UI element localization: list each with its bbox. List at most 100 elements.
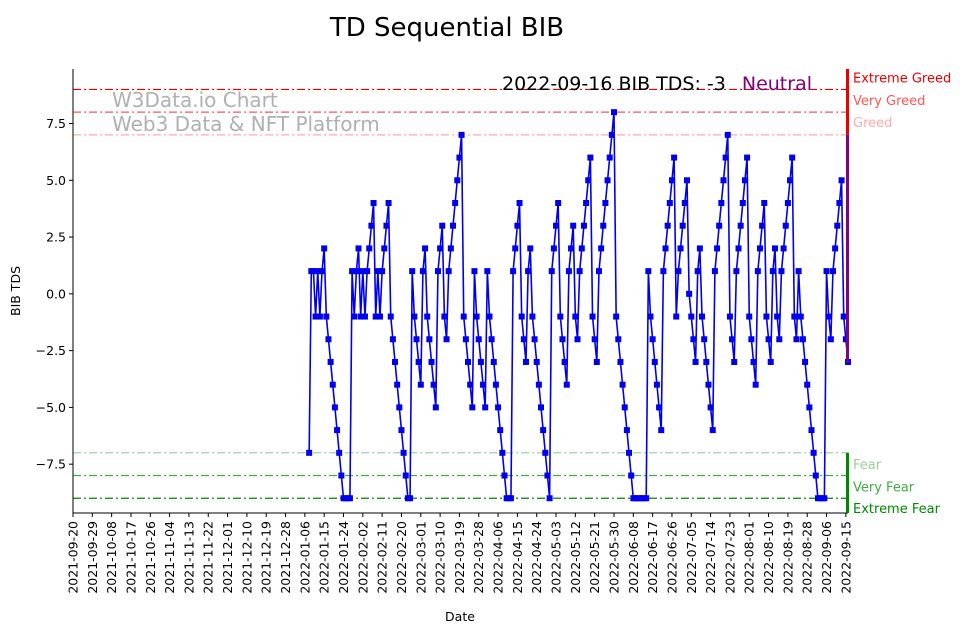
data-point [353, 268, 360, 275]
data-point [469, 404, 476, 411]
data-point [645, 268, 652, 275]
data-point [772, 245, 779, 252]
data-point [617, 358, 624, 365]
data-point [419, 268, 426, 275]
data-point [782, 222, 789, 229]
data-point [776, 336, 783, 343]
data-point [668, 177, 675, 184]
x-tick-label: 2021-12-19 [259, 521, 274, 594]
x-tick-label: 2022-02-02 [355, 521, 370, 594]
data-point [840, 313, 847, 320]
x-tick-label: 2022-05-03 [549, 521, 564, 594]
data-point [535, 381, 542, 388]
data-point [430, 381, 437, 388]
x-axis-label: Date [445, 609, 475, 624]
data-point [415, 358, 422, 365]
data-point [321, 245, 328, 252]
data-point [739, 199, 746, 206]
x-tick-label: 2022-08-28 [800, 521, 815, 594]
x-tick-label: 2022-05-30 [606, 521, 621, 594]
data-point [583, 199, 590, 206]
x-tick-label: 2022-04-15 [510, 521, 525, 594]
data-point [765, 336, 772, 343]
data-point [714, 245, 721, 252]
watermark-line-2: Web3 Data & NFT Platform [112, 112, 380, 136]
data-point [338, 472, 345, 479]
x-tick-label: 2022-06-08 [626, 521, 641, 594]
data-point [516, 199, 523, 206]
data-point [763, 313, 770, 320]
x-tick-label: 2022-07-14 [703, 521, 718, 594]
x-tick-label: 2022-03-19 [452, 521, 467, 594]
data-point [428, 358, 435, 365]
x-tick-label: 2022-01-06 [297, 521, 312, 594]
data-point [445, 268, 452, 275]
data-point [546, 495, 553, 502]
x-tick-label: 2022-02-20 [394, 521, 409, 594]
data-point [507, 495, 514, 502]
data-point [656, 404, 663, 411]
ref-label-4: Very Fear [853, 481, 915, 496]
data-point [334, 427, 341, 434]
data-point [411, 313, 418, 320]
data-point [658, 427, 665, 434]
data-point [825, 313, 832, 320]
ref-label-2: Greed [853, 116, 892, 131]
data-point [690, 336, 697, 343]
data-point [602, 199, 609, 206]
data-point [767, 358, 774, 365]
data-point [664, 222, 671, 229]
x-tick-label: 2022-05-12 [568, 521, 583, 594]
data-point [568, 245, 575, 252]
data-point [701, 336, 708, 343]
data-point [512, 245, 519, 252]
data-point [486, 313, 493, 320]
x-tick-label: 2022-09-15 [838, 521, 853, 594]
y-tick-label: −5.0 [36, 400, 66, 415]
data-point [426, 336, 433, 343]
data-point [477, 358, 484, 365]
data-point [774, 313, 781, 320]
side-bar-segment-1 [846, 134, 849, 362]
data-point [447, 245, 454, 252]
data-point [456, 154, 463, 161]
data-point [482, 404, 489, 411]
data-point [570, 222, 577, 229]
data-point [402, 472, 409, 479]
data-point [467, 381, 474, 388]
data-point [366, 245, 373, 252]
data-point [484, 268, 491, 275]
data-point [595, 268, 602, 275]
data-point [434, 268, 441, 275]
data-point [563, 381, 570, 388]
data-point [681, 199, 688, 206]
y-tick-label: 0.0 [46, 286, 66, 301]
latest-value-annotation: 2022-09-16 BIB TDS: -3 Neutral [502, 73, 812, 95]
data-point [694, 268, 701, 275]
data-point [707, 404, 714, 411]
data-point [385, 199, 392, 206]
data-point [726, 313, 733, 320]
y-tick-label: 7.5 [46, 116, 66, 131]
data-point [394, 381, 401, 388]
data-point [823, 268, 830, 275]
data-point [540, 427, 547, 434]
data-point [555, 199, 562, 206]
data-point [389, 336, 396, 343]
data-point [351, 313, 358, 320]
data-point [677, 245, 684, 252]
ref-label-1: Very Greed [853, 94, 925, 109]
data-point [336, 449, 343, 456]
data-point [559, 336, 566, 343]
data-point [576, 268, 583, 275]
data-point [718, 199, 725, 206]
data-point [842, 336, 849, 343]
x-tick-label: 2022-02-11 [375, 521, 390, 594]
data-point [737, 222, 744, 229]
data-point [531, 336, 538, 343]
data-point [574, 336, 581, 343]
data-point [490, 358, 497, 365]
data-point [647, 313, 654, 320]
data-point [325, 336, 332, 343]
watermark-line-1: W3Data.io Chart [112, 88, 278, 112]
